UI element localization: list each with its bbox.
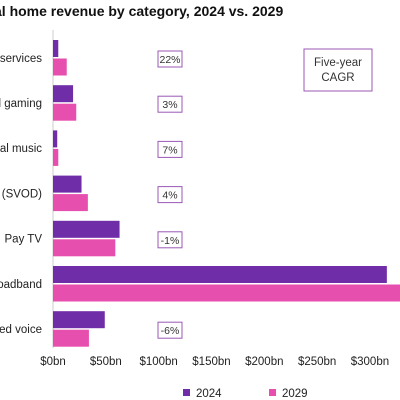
bar-2024-6 bbox=[53, 266, 387, 283]
bar-2024-1 bbox=[53, 40, 59, 57]
bar-2029-6 bbox=[53, 284, 400, 302]
cagr-badge: 7% bbox=[157, 140, 183, 158]
x-tick-label: $0bn bbox=[40, 356, 66, 368]
x-tick-label: $250bn bbox=[298, 356, 336, 368]
cagr-badge: -6% bbox=[157, 321, 183, 339]
category-label: Pay TV bbox=[5, 234, 43, 246]
legend-swatch-2024 bbox=[183, 389, 190, 396]
legend-label-2029: 2029 bbox=[282, 388, 308, 400]
bar-2024-5 bbox=[53, 220, 120, 238]
bar-2029-5 bbox=[53, 239, 116, 257]
bar-2029-3 bbox=[53, 148, 59, 166]
bar-2024-2 bbox=[53, 85, 74, 103]
chart-title: al home revenue by category, 2024 vs. 20… bbox=[0, 3, 284, 19]
x-tick-label: $100bn bbox=[139, 356, 177, 368]
cagr-annotation-box: Five-year CAGR bbox=[303, 48, 373, 92]
cagr-value: -1% bbox=[161, 235, 180, 247]
category-label: oadband bbox=[0, 279, 42, 291]
x-tick-label: $300bn bbox=[351, 356, 389, 368]
bar-2024-7 bbox=[53, 311, 105, 329]
category-label: al gaming bbox=[0, 98, 42, 110]
bar-2029-7 bbox=[53, 329, 89, 347]
cagr-badge: -1% bbox=[157, 231, 183, 249]
x-tick-label: $150bn bbox=[192, 356, 230, 368]
bar-2024-4 bbox=[53, 175, 82, 193]
x-tick-label: $50bn bbox=[90, 356, 122, 368]
cagr-value: 7% bbox=[162, 144, 177, 156]
bar-2029-2 bbox=[53, 103, 77, 121]
legend-swatch-2029 bbox=[269, 389, 276, 396]
category-label: services bbox=[0, 53, 42, 65]
bar-2029-4 bbox=[53, 194, 88, 212]
cagr-annotation-line1: Five-year bbox=[314, 57, 362, 69]
cagr-annotation-line2: CAGR bbox=[321, 72, 354, 84]
bar-2024-3 bbox=[53, 130, 58, 148]
category-label: ked voice bbox=[0, 324, 42, 336]
bar-2029-1 bbox=[53, 58, 67, 76]
category-label: tal music bbox=[0, 143, 42, 155]
cagr-badge: 4% bbox=[157, 186, 183, 204]
category-label: o (SVOD) bbox=[0, 188, 42, 200]
cagr-value: 22% bbox=[159, 54, 180, 66]
legend: 2024 2029 bbox=[183, 388, 308, 400]
x-tick-label: $200bn bbox=[245, 356, 283, 368]
cagr-value: 4% bbox=[162, 190, 177, 202]
legend-label-2024: 2024 bbox=[196, 388, 222, 400]
cagr-badge: 22% bbox=[157, 50, 183, 68]
cagr-badge: 3% bbox=[157, 95, 183, 113]
cagr-value: 3% bbox=[162, 99, 177, 111]
cagr-value: -6% bbox=[161, 325, 180, 337]
